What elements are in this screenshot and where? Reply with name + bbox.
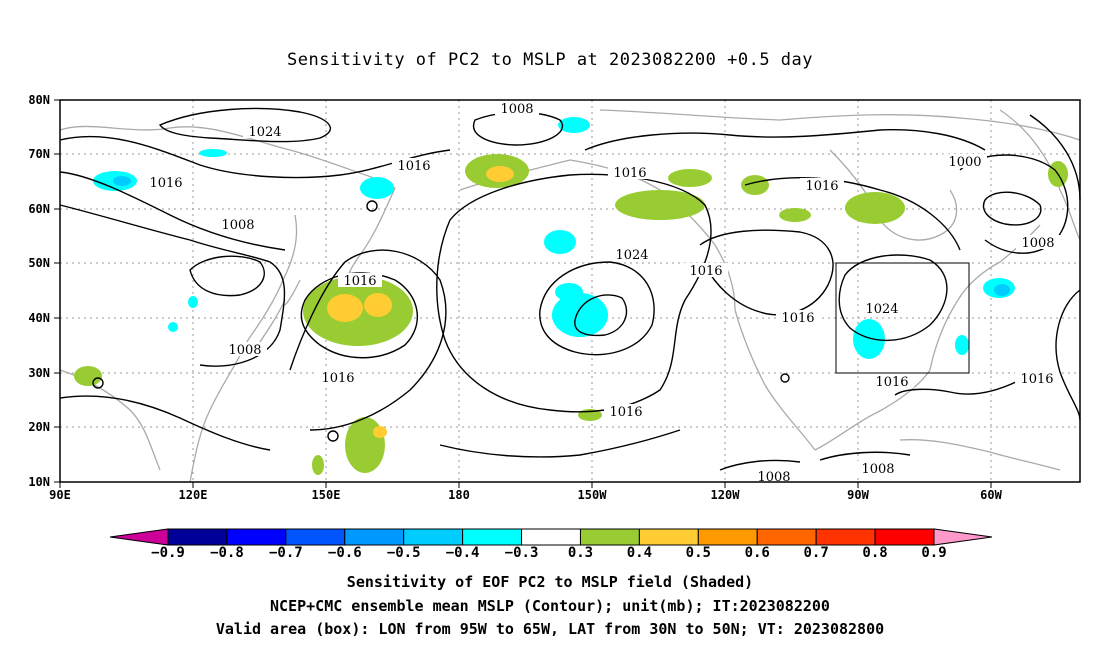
caption-shading: Sensitivity of EOF PC2 to MSLP field (Sh… bbox=[0, 573, 1100, 591]
contour-label: 1016 bbox=[609, 405, 642, 420]
sensitivity-map: 1008 1024 1016 1016 1008 1016 1016 1024 … bbox=[0, 0, 1100, 650]
shade-cyan-okhotsk bbox=[199, 149, 227, 157]
colorbar-boxes bbox=[168, 529, 934, 545]
shade-cyan-kamchatka bbox=[360, 177, 394, 199]
colorbar-label: −0.8 bbox=[210, 545, 244, 561]
shade-blue-siberia bbox=[113, 176, 131, 186]
colorbar-box bbox=[463, 529, 522, 545]
colorbar-label: 0.6 bbox=[745, 545, 770, 561]
contour-label: 1008 bbox=[861, 462, 894, 477]
colorbar-box bbox=[875, 529, 934, 545]
lat-label-60n: 60N bbox=[28, 202, 50, 216]
contour-label: 1024 bbox=[865, 302, 898, 317]
colorbar-box bbox=[580, 529, 639, 545]
colorbar: −0.9 −0.8 −0.7 −0.6 −0.5 −0.4 −0.3 0.3 0.4 0.5 0.6… bbox=[110, 529, 992, 561]
colorbar-label: 0.5 bbox=[686, 545, 711, 561]
shade-green-sea bbox=[74, 366, 102, 386]
shade-cyan-korea bbox=[168, 322, 178, 332]
colorbar-high-arrow bbox=[934, 529, 992, 545]
contour-label: 1000 bbox=[948, 155, 981, 170]
shade-blue-atlantic bbox=[994, 284, 1010, 296]
colorbar-low-arrow bbox=[110, 529, 168, 545]
contour-label: 1024 bbox=[248, 125, 281, 140]
lon-label-90w: 90W bbox=[847, 488, 869, 502]
colorbar-label: −0.5 bbox=[387, 545, 421, 561]
contour-label: 1016 bbox=[875, 375, 908, 390]
shade-cyan-southeast-us bbox=[853, 319, 885, 359]
lon-label-90e: 90E bbox=[49, 488, 71, 502]
contour-label: 1016 bbox=[397, 159, 430, 174]
contour-label: 1016 bbox=[613, 166, 646, 181]
colorbar-box bbox=[522, 529, 581, 545]
contour-label: 1008 bbox=[221, 218, 254, 233]
shade-yellow-bering bbox=[486, 166, 514, 182]
lon-label-60w: 60W bbox=[980, 488, 1002, 502]
contour-label: 1016 bbox=[805, 179, 838, 194]
shade-cyan-pacific bbox=[552, 293, 608, 337]
shade-yellow-kuril-e bbox=[364, 293, 392, 317]
colorbar-box bbox=[168, 529, 227, 545]
lat-label-20n: 20N bbox=[28, 420, 50, 434]
colorbar-box bbox=[404, 529, 463, 545]
shade-cyan-pacific-n bbox=[555, 283, 583, 301]
colorbar-box bbox=[639, 529, 698, 545]
contour-label: 1016 bbox=[321, 371, 354, 386]
colorbar-box bbox=[227, 529, 286, 545]
contour-label: 1016 bbox=[689, 264, 722, 279]
shade-yellow-tropics bbox=[373, 426, 387, 438]
shade-cyan-gulf-alaska bbox=[544, 230, 576, 254]
contour-label: 1008 bbox=[1021, 236, 1054, 251]
colorbar-label: 0.4 bbox=[627, 545, 652, 561]
shade-green-tropics bbox=[345, 417, 385, 473]
lat-label-30n: 30N bbox=[28, 366, 50, 380]
shade-green-canada bbox=[779, 208, 811, 222]
lat-label-50n: 50N bbox=[28, 256, 50, 270]
colorbar-box bbox=[816, 529, 875, 545]
longitude-labels: 90E 120E 150E 180 150W 120W 90W 60W bbox=[49, 488, 1002, 502]
latitude-labels: 80N 70N 60N 50N 40N 30N 20N 10N bbox=[28, 93, 50, 489]
colorbar-label: 0.3 bbox=[568, 545, 593, 561]
lat-label-10n: 10N bbox=[28, 475, 50, 489]
lat-label-70n: 70N bbox=[28, 147, 50, 161]
colorbar-box bbox=[698, 529, 757, 545]
caption-valid-area: Valid area (box): LON from 95W to 65W, L… bbox=[0, 620, 1100, 638]
colorbar-label: −0.7 bbox=[269, 545, 303, 561]
shade-green-hudson bbox=[845, 192, 905, 224]
contour-label: 1008 bbox=[228, 343, 261, 358]
shade-green-alaska-n bbox=[668, 169, 712, 187]
contour-label: 1008 bbox=[500, 102, 533, 117]
colorbar-label: −0.6 bbox=[328, 545, 362, 561]
lon-label-150e: 150E bbox=[312, 488, 341, 502]
colorbar-label: −0.9 bbox=[151, 545, 185, 561]
colorbar-label: 0.7 bbox=[804, 545, 829, 561]
contour-label: 1016 bbox=[149, 176, 182, 191]
colorbar-label: −0.3 bbox=[505, 545, 539, 561]
shade-cyan-china bbox=[188, 296, 198, 308]
colorbar-box bbox=[757, 529, 816, 545]
contour-label: 1016 bbox=[781, 311, 814, 326]
colorbar-label: 0.9 bbox=[921, 545, 946, 561]
lat-label-40n: 40N bbox=[28, 311, 50, 325]
lon-label-150w: 150W bbox=[578, 488, 608, 502]
contour-label: 1016 bbox=[343, 274, 376, 289]
contour-label: 1016 bbox=[1020, 372, 1053, 387]
colorbar-labels: −0.9 −0.8 −0.7 −0.6 −0.5 −0.4 −0.3 0.3 0.4 0.5 0.6… bbox=[151, 545, 947, 561]
colorbar-label: 0.8 bbox=[862, 545, 887, 561]
shade-green-marianas bbox=[312, 455, 324, 475]
lon-label-180: 180 bbox=[448, 488, 470, 502]
contour-label: 1024 bbox=[615, 248, 648, 263]
lat-label-80n: 80N bbox=[28, 93, 50, 107]
colorbar-box bbox=[345, 529, 404, 545]
lon-label-120e: 120E bbox=[179, 488, 208, 502]
lon-label-120w: 120W bbox=[711, 488, 741, 502]
shade-yellow-kuril-w bbox=[327, 294, 363, 322]
shade-cyan-bermuda bbox=[955, 335, 969, 355]
caption-contours: NCEP+CMC ensemble mean MSLP (Contour); u… bbox=[0, 597, 1100, 615]
colorbar-label: −0.4 bbox=[446, 545, 480, 561]
colorbar-box bbox=[286, 529, 345, 545]
